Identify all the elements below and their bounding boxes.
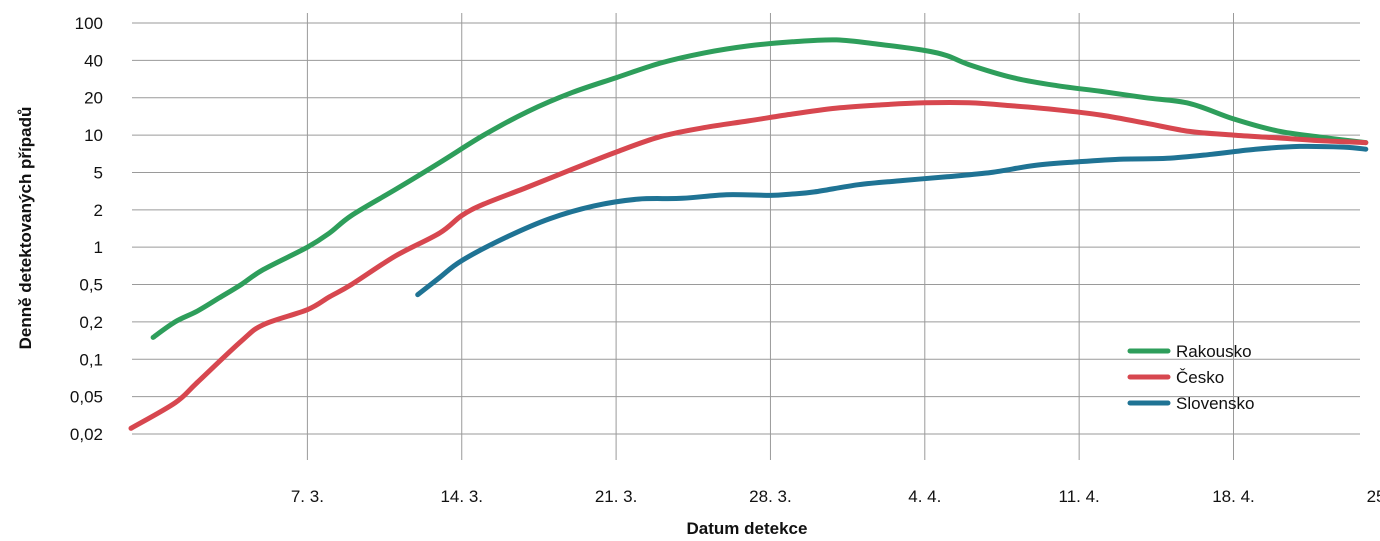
y-tick-label: 0,1 (79, 350, 103, 369)
legend-label-rakousko: Rakousko (1176, 342, 1252, 361)
legend-label-cesko: Česko (1176, 368, 1224, 387)
x-tick-label: 4. 4. (908, 487, 941, 506)
y-tick-label: 0,5 (79, 276, 103, 295)
series-line-cesko (128, 100, 1369, 431)
y-tick-label: 5 (94, 163, 103, 182)
series-lines (128, 37, 1369, 431)
y-axis-label: Denně detektovaných případů (16, 107, 35, 350)
legend: Rakousko Česko Slovensko (1127, 342, 1254, 413)
y-tick-label: 0,02 (70, 425, 103, 444)
y-tick-label: 40 (84, 51, 103, 70)
y-axis-ticks: 0,02 0,05 0,1 0,2 0,5 1 2 5 10 20 40 100 (70, 14, 103, 444)
series-line-slovensko (415, 143, 1369, 298)
x-axis-label: Datum detekce (687, 519, 808, 538)
y-tick-label: 0,2 (79, 313, 103, 332)
x-tick-label: 11. 4. (1059, 487, 1100, 506)
grid (132, 13, 1360, 460)
x-axis-ticks: 7. 3. 14. 3. 21. 3. 28. 3. 4. 4. 11. 4. 18. 4.… (291, 487, 1380, 506)
y-tick-label: 2 (94, 201, 103, 220)
y-tick-label: 1 (94, 238, 103, 257)
legend-label-slovensko: Slovensko (1176, 394, 1254, 413)
x-tick-label: 21. 3. (595, 487, 638, 506)
y-tick-label: 20 (84, 89, 103, 108)
series-line-rakousko (150, 37, 1369, 340)
x-tick-label: 28. 3. (749, 487, 792, 506)
y-tick-label: 10 (84, 126, 103, 145)
x-tick-label: 18. 4. (1212, 487, 1255, 506)
x-tick-label: 14. 3. (440, 487, 483, 506)
x-tick-label: 7. 3. (291, 487, 324, 506)
y-tick-label: 100 (75, 14, 103, 33)
x-tick-label: 25. 4. (1367, 487, 1380, 506)
y-tick-label: 0,05 (70, 388, 103, 407)
